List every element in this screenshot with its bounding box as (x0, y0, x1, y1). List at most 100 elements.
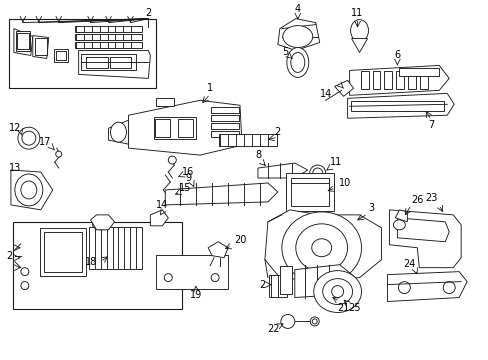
Bar (88, 227, 142, 269)
Text: 17: 17 (39, 137, 51, 147)
Ellipse shape (15, 174, 42, 206)
Bar (420, 71, 427, 89)
Ellipse shape (21, 268, 29, 276)
Text: 9: 9 (185, 173, 191, 183)
Bar (279, 266, 291, 293)
Polygon shape (90, 215, 114, 230)
Bar (384, 71, 392, 89)
Ellipse shape (313, 271, 361, 312)
Polygon shape (395, 210, 407, 222)
Text: 7: 7 (427, 120, 433, 130)
Text: 16: 16 (182, 167, 194, 177)
Ellipse shape (56, 151, 61, 157)
Bar (35, 37, 47, 55)
Text: 15: 15 (179, 183, 191, 193)
Bar (54, 49, 67, 62)
Bar (211, 115, 239, 121)
Text: 12: 12 (9, 123, 21, 133)
Bar (40, 228, 85, 276)
Text: 18: 18 (84, 257, 97, 267)
Ellipse shape (168, 156, 176, 164)
Ellipse shape (290, 53, 304, 72)
Text: 3: 3 (367, 203, 374, 213)
Text: 4: 4 (294, 4, 300, 14)
Text: 6: 6 (393, 50, 400, 60)
Text: 23: 23 (424, 193, 437, 203)
Bar (211, 123, 239, 129)
Bar (17, 32, 29, 49)
Bar (211, 107, 239, 113)
Bar (219, 134, 276, 146)
Bar (75, 26, 142, 32)
Bar (396, 71, 404, 89)
Ellipse shape (295, 224, 347, 272)
Polygon shape (388, 210, 460, 268)
Bar (75, 33, 142, 40)
Text: 8: 8 (254, 150, 261, 160)
Ellipse shape (281, 212, 361, 284)
Polygon shape (208, 242, 227, 258)
Ellipse shape (331, 285, 343, 298)
Text: 20: 20 (233, 235, 245, 245)
Ellipse shape (311, 239, 331, 257)
Text: 26: 26 (410, 195, 423, 205)
Bar (156, 255, 227, 289)
Ellipse shape (312, 168, 322, 178)
Polygon shape (33, 36, 49, 58)
Polygon shape (386, 272, 466, 302)
Text: 2: 2 (6, 251, 12, 261)
Text: 11: 11 (329, 157, 341, 167)
Text: 2: 2 (145, 8, 151, 18)
Ellipse shape (398, 282, 409, 293)
Polygon shape (264, 210, 381, 282)
Bar (81, 54, 136, 71)
Polygon shape (347, 93, 453, 118)
Text: 25: 25 (347, 302, 360, 312)
Ellipse shape (350, 20, 368, 41)
Ellipse shape (393, 220, 405, 230)
Text: 1: 1 (206, 84, 213, 93)
Ellipse shape (442, 282, 454, 293)
Bar (13, 222, 182, 310)
Text: 5: 5 (281, 48, 287, 58)
Bar (290, 178, 328, 206)
Polygon shape (14, 28, 33, 55)
Polygon shape (294, 265, 355, 298)
Bar (9, 19, 156, 88)
Bar (56, 50, 65, 60)
Bar (360, 71, 368, 89)
Ellipse shape (211, 274, 219, 282)
Ellipse shape (110, 122, 126, 142)
Text: 2: 2 (274, 127, 281, 137)
Polygon shape (351, 39, 367, 53)
Bar (285, 173, 333, 211)
Bar (156, 98, 174, 106)
Bar (155, 119, 169, 137)
Text: 24: 24 (402, 259, 415, 269)
Polygon shape (397, 218, 448, 242)
Text: 13: 13 (9, 163, 21, 173)
Ellipse shape (21, 282, 29, 289)
Ellipse shape (92, 220, 108, 230)
Bar (211, 131, 239, 137)
Bar (16, 31, 30, 50)
Ellipse shape (18, 127, 40, 149)
Text: 22: 22 (267, 324, 280, 334)
Text: 11: 11 (351, 8, 363, 18)
Polygon shape (277, 19, 319, 50)
Text: 10: 10 (338, 178, 350, 188)
Bar (372, 71, 380, 89)
Ellipse shape (21, 181, 37, 199)
Polygon shape (79, 50, 150, 78)
Ellipse shape (322, 279, 352, 305)
Text: 14: 14 (319, 89, 331, 99)
Polygon shape (258, 163, 307, 178)
Polygon shape (334, 80, 353, 96)
Polygon shape (349, 66, 448, 95)
Bar (154, 117, 196, 139)
Bar (44, 232, 81, 272)
Ellipse shape (309, 317, 319, 326)
Ellipse shape (280, 315, 294, 328)
Text: 2: 2 (258, 280, 264, 289)
Polygon shape (165, 183, 277, 205)
